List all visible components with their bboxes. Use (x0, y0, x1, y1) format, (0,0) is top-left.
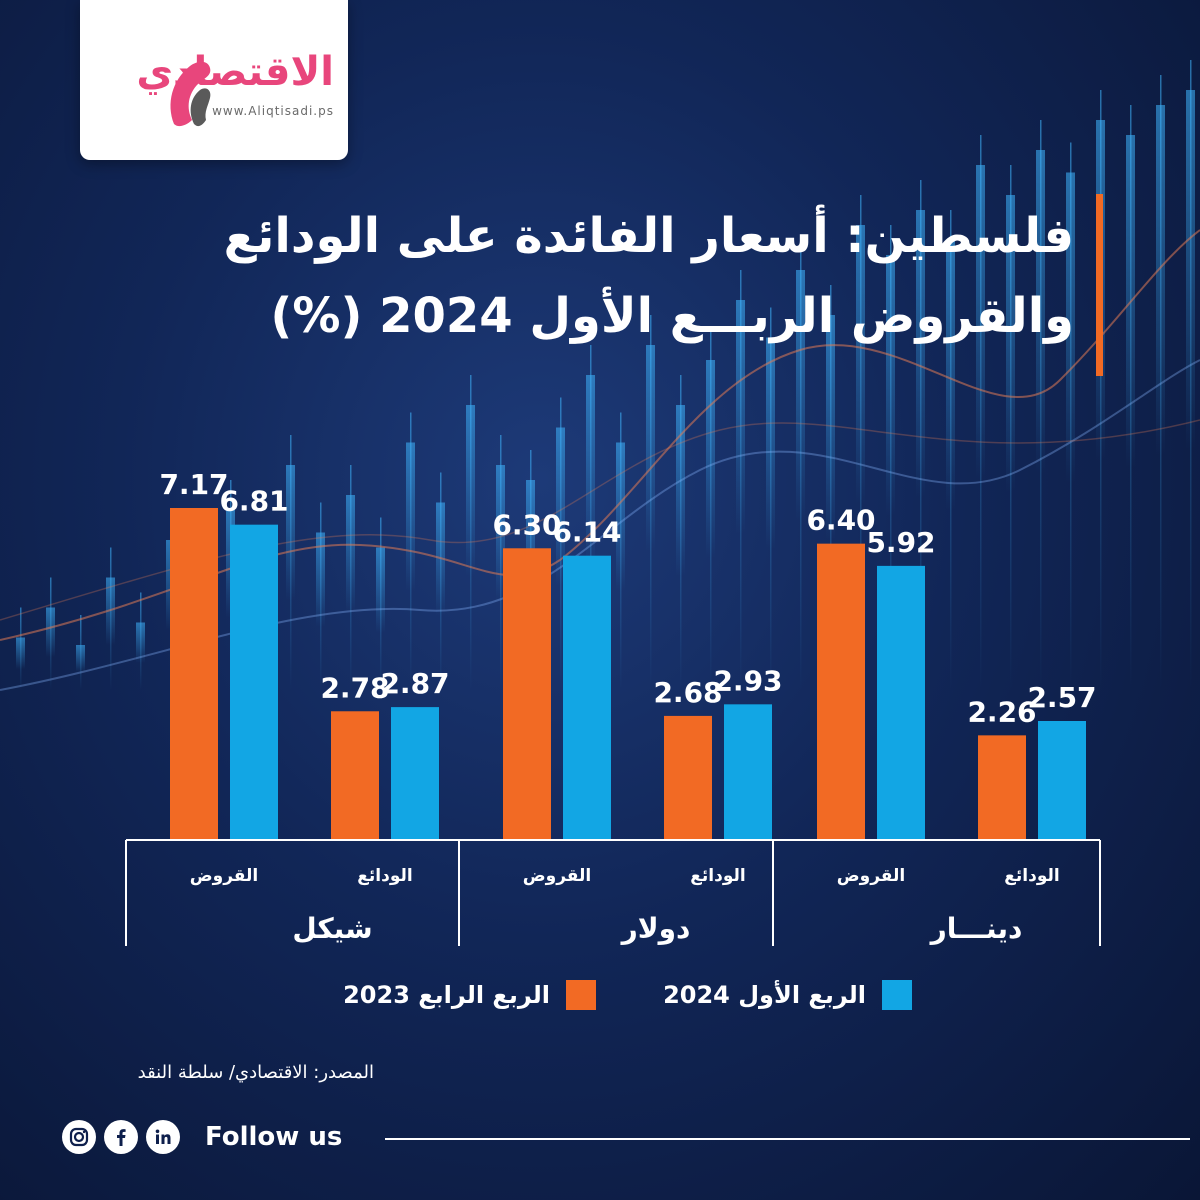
bar-q4-2023 (664, 715, 712, 840)
data-label: 6.40 (806, 504, 875, 537)
legend-label-q1-2024: الربع الأول 2024 (663, 981, 866, 1009)
bar-q1-2024 (1038, 720, 1086, 840)
data-label: 2.93 (713, 664, 782, 697)
data-label: 5.92 (866, 526, 935, 559)
category-label: الودائع (690, 866, 745, 886)
source-note: المصدر: الاقتصادي/ سلطة النقد (137, 1062, 374, 1083)
page-title-line-1: فلسطين: أسعار الفائدة على الودائع (223, 208, 1074, 264)
brand-logo-icon (170, 61, 211, 127)
legend-item-q4-2023: الربع الرابع 2023 (343, 980, 596, 1010)
footer: Follow us (0, 1116, 1200, 1160)
data-label: 2.68 (653, 676, 722, 709)
footer-divider (385, 1138, 1190, 1140)
category-label: القروض (523, 866, 591, 886)
data-label: 6.14 (552, 516, 621, 549)
follow-us-label: Follow us (205, 1122, 343, 1152)
category-label: الودائع (357, 866, 412, 886)
bar-q4-2023 (978, 735, 1026, 840)
data-label: 2.26 (967, 695, 1036, 728)
bar-q1-2024 (724, 704, 772, 840)
bar-q4-2023 (331, 711, 379, 840)
brand-url: www.Aliqtisadi.ps (212, 104, 334, 118)
data-label: 2.78 (320, 671, 389, 704)
data-label: 2.57 (1027, 681, 1096, 714)
bar-q4-2023 (817, 543, 865, 840)
legend-item-q1-2024: الربع الأول 2024 (663, 980, 912, 1010)
page-title-line-2: والقروض الربـــع الأول 2024 (%) (270, 288, 1074, 344)
category-label: القروض (190, 866, 258, 886)
bar-q4-2023 (503, 548, 551, 840)
bar-q1-2024 (391, 707, 439, 840)
data-label: 7.17 (159, 468, 228, 501)
brand-name: الاقتصادي (136, 49, 334, 95)
group-label: دولار (620, 912, 691, 945)
category-label: القروض (837, 866, 905, 886)
data-label: 6.81 (219, 485, 288, 518)
category-label: الودائع (1004, 866, 1059, 886)
group-label: دينـــار (929, 912, 1023, 945)
bar-q1-2024 (230, 524, 278, 840)
bar-q1-2024 (877, 565, 925, 840)
bar-q4-2023 (170, 508, 218, 840)
legend-label-q4-2023: الربع الرابع 2023 (343, 981, 550, 1009)
title-accent-bar (1096, 194, 1103, 376)
brand-logo-card: الاقتصادي www.Aliqtisadi.ps (80, 0, 348, 160)
data-label: 2.87 (380, 667, 449, 700)
facebook-glyph (117, 1129, 126, 1146)
legend-swatch-q4-2023 (566, 980, 596, 1010)
chart-legend: الربع الأول 2024 الربع الرابع 2023 (0, 970, 1200, 1026)
legend-swatch-q1-2024 (882, 980, 912, 1010)
data-label: 6.30 (492, 508, 561, 541)
instagram-icon[interactable] (62, 1120, 96, 1154)
linkedin-glyph (155, 1129, 171, 1144)
instagram-glyph (69, 1127, 89, 1147)
group-label: شيكل (292, 912, 372, 945)
bar-q1-2024 (563, 555, 611, 840)
linkedin-icon[interactable] (146, 1120, 180, 1154)
facebook-icon[interactable] (104, 1120, 138, 1154)
